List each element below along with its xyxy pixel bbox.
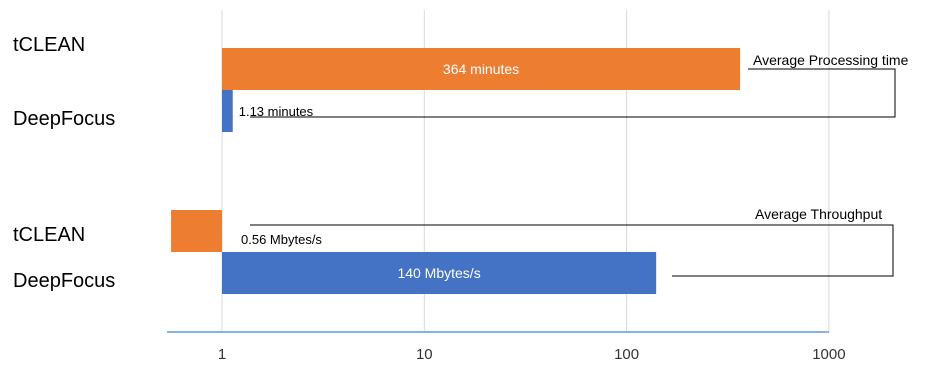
bar-deepfocus-1 (222, 252, 657, 294)
data-label: 0.56 Mbytes/s (241, 232, 322, 247)
category-label: DeepFocus (13, 108, 115, 130)
callout-bracket-processing-time (250, 68, 896, 118)
bar-deepfocus-0 (222, 90, 233, 132)
data-label: 1.13 minutes (239, 104, 314, 119)
category-label: tCLEAN (13, 224, 85, 246)
data-label: 140 Mbytes/s (397, 265, 480, 281)
bar-tclean-1 (171, 210, 222, 252)
callouts: Average Processing time Average Throughpu… (250, 52, 909, 277)
annotation-throughput: Average Throughput (755, 206, 882, 222)
labels: tCLEAN 364 minutes DeepFocus 1.13 minutes tC… (13, 34, 519, 292)
x-axis: 1 10 100 1000 (167, 331, 846, 363)
data-label: 364 minutes (443, 61, 519, 77)
x-tick-label: 1 (218, 346, 226, 363)
x-tick-label: 10 (416, 346, 433, 363)
callout-bracket-throughput (250, 224, 894, 277)
bars (171, 48, 741, 294)
category-label: DeepFocus (13, 270, 115, 292)
bar-tclean-0 (222, 48, 741, 90)
annotation-processing-time: Average Processing time (753, 52, 909, 68)
x-tick-label: 100 (614, 346, 639, 363)
x-tick-label: 1000 (812, 346, 845, 363)
category-label: tCLEAN (13, 34, 85, 56)
